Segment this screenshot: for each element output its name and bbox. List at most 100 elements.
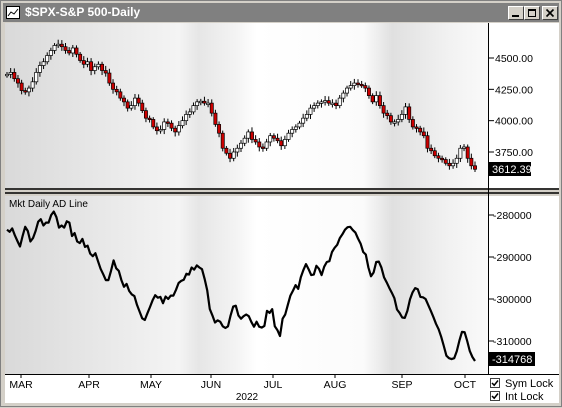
candle-up — [286, 132, 291, 140]
candle-down — [421, 131, 426, 137]
x-tick-label: OCT — [454, 379, 477, 391]
candle-down — [103, 70, 108, 74]
int-lock-checkbox[interactable] — [490, 391, 500, 401]
candle-down — [213, 112, 218, 125]
price-y-tick-label: 4500.00 — [495, 53, 533, 65]
candle-down — [388, 115, 393, 123]
ad-y-tick-label: -280000 — [493, 210, 532, 222]
candle-up — [187, 111, 192, 115]
candle-up — [195, 101, 200, 106]
candle-down — [140, 102, 145, 111]
candle-down — [147, 117, 152, 121]
minimize-button[interactable] — [508, 6, 524, 20]
candle-down — [100, 63, 105, 71]
candle-down — [107, 72, 112, 84]
candle-down — [59, 43, 64, 48]
candle-down — [16, 78, 20, 84]
candle-down — [250, 131, 254, 140]
candle-down — [12, 72, 17, 80]
title-bar[interactable]: $SPX-S&P 500-Daily — [3, 3, 559, 22]
candle-up — [337, 97, 342, 106]
candle-up — [70, 47, 75, 54]
candle-down — [111, 82, 115, 90]
price-y-tick-label: 4000.00 — [495, 116, 533, 128]
candle-down — [78, 53, 83, 61]
candle-down — [67, 50, 72, 54]
candle-down — [275, 137, 280, 142]
ad-y-tick-label: -310000 — [493, 336, 532, 348]
candle-down — [443, 159, 448, 164]
candle-down — [122, 97, 126, 103]
candle-up — [239, 142, 243, 149]
price-y-tick-label: 4250.00 — [495, 84, 533, 96]
ad-y-tick-label: -300000 — [493, 294, 532, 306]
int-lock-label: Int Lock — [505, 391, 544, 403]
check-icon — [491, 393, 499, 400]
candle-down — [63, 46, 68, 51]
maximize-button[interactable] — [524, 6, 540, 20]
candle-up — [282, 139, 287, 147]
check-icon — [491, 380, 499, 387]
candle-down — [169, 122, 174, 129]
candle-up — [206, 102, 211, 105]
candle-up — [454, 157, 459, 164]
candle-up — [348, 85, 353, 89]
candle-down — [418, 127, 423, 133]
candle-up — [41, 61, 46, 66]
price-plot-area — [5, 23, 489, 188]
x-tick-label: APR — [78, 379, 100, 391]
candle-up — [399, 114, 404, 120]
candle-down — [367, 87, 371, 96]
ad-last-value-badge — [489, 352, 535, 366]
candle-up — [231, 151, 236, 159]
x-tick-label: SEP — [391, 379, 412, 391]
candle-up — [396, 119, 401, 123]
candle-up — [246, 131, 251, 139]
candle-down — [224, 147, 229, 154]
x-tick-label: MAR — [9, 379, 33, 391]
candle-down — [429, 147, 434, 152]
close-button[interactable] — [542, 6, 558, 20]
candle-down — [407, 106, 412, 120]
candle-up — [392, 121, 397, 124]
candle-up — [315, 102, 320, 106]
ad-panel-title: Mkt Daily AD Line — [9, 199, 88, 210]
price-last-value-badge — [489, 162, 531, 176]
candle-up — [268, 135, 273, 143]
candle-up — [180, 120, 185, 127]
price-last-value: 3612.39 — [492, 164, 532, 176]
sym-lock-checkbox[interactable] — [490, 378, 500, 388]
candle-up — [30, 81, 35, 89]
candle-up — [235, 147, 240, 153]
ad-y-tick-label: -290000 — [493, 252, 532, 264]
ad-line-series — [6, 210, 476, 362]
candle-down — [253, 139, 258, 143]
candle-up — [297, 122, 302, 128]
x-tick-label: JUN — [201, 379, 221, 391]
candle-down — [359, 83, 364, 87]
candle-up — [242, 137, 247, 144]
chart-app-icon — [6, 6, 20, 19]
candle-down — [425, 135, 430, 149]
candle-up — [52, 45, 57, 51]
candle-up — [129, 105, 134, 109]
candle-down — [23, 90, 28, 93]
candle-down — [334, 102, 339, 106]
candle-up — [330, 102, 335, 105]
candle-down — [260, 146, 265, 149]
candle-down — [217, 124, 222, 134]
candle-up — [264, 141, 269, 149]
candle-up — [323, 100, 328, 103]
candle-down — [473, 165, 477, 170]
candle-down — [136, 97, 141, 104]
candle-down — [209, 102, 214, 114]
candle-up — [458, 147, 463, 159]
close-icon — [545, 8, 555, 18]
x-tick-label: JUL — [264, 379, 283, 391]
candle-up — [184, 114, 189, 122]
candle-up — [451, 162, 456, 167]
x-tick-label: AUG — [324, 379, 347, 391]
candle-down — [410, 119, 415, 128]
